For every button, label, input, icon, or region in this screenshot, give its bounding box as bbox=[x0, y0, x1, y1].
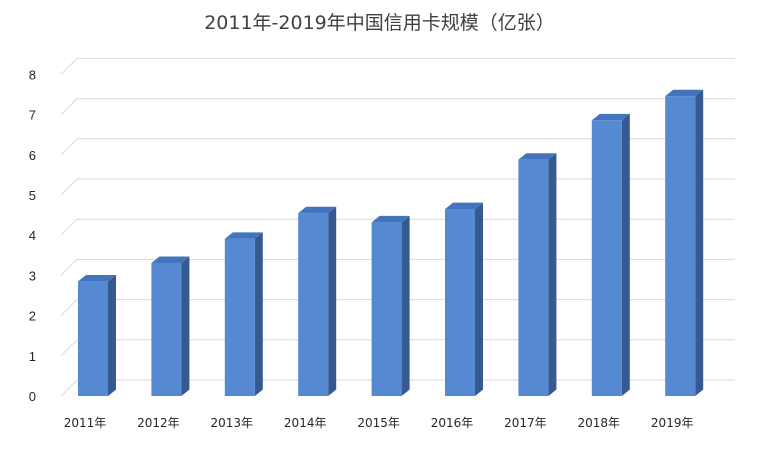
bars bbox=[78, 89, 704, 396]
bar-front-face bbox=[665, 96, 696, 396]
bar bbox=[371, 215, 410, 396]
bar bbox=[298, 206, 337, 396]
bar-top-face bbox=[298, 206, 337, 214]
y-tick-label: 0 bbox=[29, 389, 36, 404]
x-category-label: 2016年 bbox=[431, 416, 474, 430]
bar-side-face bbox=[328, 206, 337, 396]
bar-front-face bbox=[591, 120, 622, 396]
bar-top-face bbox=[591, 113, 630, 121]
y-tick-label: 1 bbox=[29, 349, 36, 364]
gridline-diagonal bbox=[60, 178, 78, 196]
bar-front-face bbox=[371, 222, 402, 396]
gridline-diagonal bbox=[60, 98, 78, 115]
bar bbox=[78, 275, 116, 396]
bar-front-face bbox=[445, 209, 475, 396]
bar bbox=[665, 89, 704, 396]
bar-front-face bbox=[224, 238, 255, 396]
gridline-diagonal bbox=[60, 299, 78, 316]
x-axis-category-labels: 2011年 2012年 2013年 2014年 2015年 2016年 2017年 2018年… bbox=[64, 416, 694, 430]
bar bbox=[591, 113, 630, 396]
x-category-label: 2018年 bbox=[578, 416, 621, 430]
x-category-label: 2014年 bbox=[284, 416, 327, 430]
y-tick-label: 3 bbox=[29, 268, 36, 283]
gridline-diagonal bbox=[60, 218, 78, 236]
bar-front-face bbox=[518, 159, 549, 396]
bar-front-face bbox=[151, 262, 182, 396]
bar-side-face bbox=[254, 232, 263, 396]
bar-side-face bbox=[108, 275, 116, 396]
bar bbox=[445, 202, 483, 396]
y-axis-tick-labels: 0 1 2 3 4 5 6 7 8 bbox=[29, 67, 36, 404]
bar-top-face bbox=[371, 215, 410, 223]
bar-side-face bbox=[181, 256, 190, 396]
x-category-label: 2012年 bbox=[137, 416, 180, 430]
y-tick-label: 4 bbox=[29, 228, 36, 243]
x-category-label: 2019年 bbox=[651, 416, 694, 430]
bar-top-face bbox=[665, 89, 704, 97]
x-category-label: 2013年 bbox=[211, 416, 254, 430]
bar bbox=[224, 232, 263, 396]
bar-side-face bbox=[621, 113, 630, 396]
gridline-diagonal bbox=[60, 339, 78, 357]
bar-top-face bbox=[151, 256, 190, 263]
bar-side-face bbox=[695, 89, 704, 396]
x-category-label: 2017年 bbox=[504, 416, 547, 430]
bar-side-face bbox=[548, 153, 557, 396]
bar bbox=[518, 153, 557, 396]
bar-side-face bbox=[475, 202, 483, 396]
x-category-label: 2015年 bbox=[357, 416, 400, 430]
bar-top-face bbox=[224, 232, 263, 239]
gridline-diagonal bbox=[60, 58, 78, 75]
gridline-diagonal bbox=[60, 259, 78, 276]
gridline-diagonal bbox=[60, 379, 78, 397]
chart-title: 2011年-2019年中国信用卡规模（亿张） bbox=[204, 12, 555, 34]
bar-top-face bbox=[518, 153, 557, 160]
gridline-diagonal bbox=[60, 138, 78, 156]
bar-front-face bbox=[298, 213, 329, 396]
y-tick-label: 5 bbox=[29, 188, 36, 203]
y-tick-label: 6 bbox=[29, 148, 36, 163]
bar-top-face bbox=[445, 202, 483, 210]
y-tick-label: 2 bbox=[29, 309, 36, 324]
bar bbox=[151, 256, 190, 396]
y-tick-label: 8 bbox=[29, 67, 36, 82]
bar-top-face bbox=[78, 275, 116, 282]
y-tick-label: 7 bbox=[29, 108, 36, 123]
bar-side-face bbox=[401, 215, 410, 396]
x-category-label: 2011年 bbox=[64, 416, 107, 430]
bar-front-face bbox=[78, 281, 108, 396]
